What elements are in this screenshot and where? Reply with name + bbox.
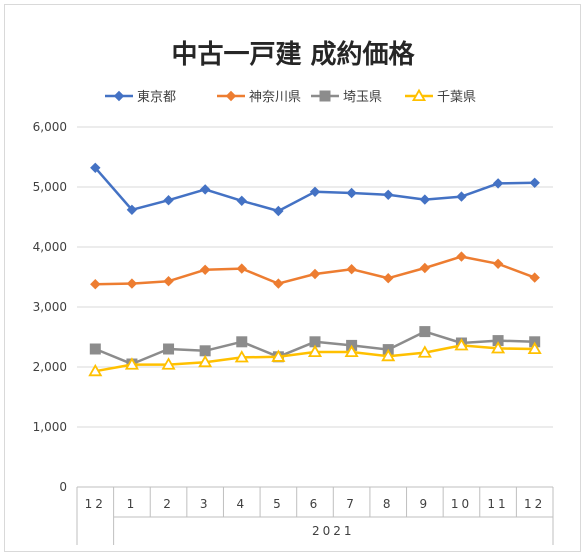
data-point bbox=[198, 354, 213, 368]
data-point bbox=[454, 338, 469, 351]
data-point bbox=[492, 258, 504, 270]
legend-marker bbox=[225, 90, 237, 102]
x-tick-label: 12 bbox=[524, 497, 545, 511]
data-point bbox=[346, 187, 357, 199]
chart-frame: 中古一戸建 成約価格 東京都 神奈川県 埼玉県 千葉県 0 1,000 2,000 3,00… bbox=[4, 4, 581, 552]
data-point bbox=[236, 336, 248, 348]
y-tick-label: 5,000 bbox=[33, 180, 67, 194]
data-point bbox=[529, 272, 540, 283]
grid bbox=[77, 126, 553, 428]
data-point bbox=[271, 349, 286, 362]
legend-label: 埼玉県 bbox=[343, 90, 382, 105]
legend-item-4: 千葉県 bbox=[405, 88, 476, 105]
y-tick-label: 2,000 bbox=[33, 360, 67, 374]
data-point bbox=[492, 178, 504, 189]
data-point bbox=[199, 184, 211, 195]
x-tick-label: 4 bbox=[236, 497, 247, 511]
data-point bbox=[309, 186, 321, 198]
data-point bbox=[273, 205, 284, 217]
data-point bbox=[161, 357, 176, 370]
data-point bbox=[419, 262, 431, 274]
x-tick-label: 1 bbox=[127, 497, 138, 511]
data-point bbox=[419, 194, 431, 205]
line-chart: 中古一戸建 成約価格 東京都 神奈川県 埼玉県 千葉県 0 1,000 2,000 3,00… bbox=[33, 39, 554, 545]
series-4 bbox=[88, 338, 542, 377]
legend-label: 神奈川県 bbox=[249, 90, 301, 105]
data-point bbox=[346, 263, 357, 275]
y-tick-label: 4,000 bbox=[33, 240, 67, 254]
data-point bbox=[88, 363, 103, 377]
legend-item-1: 東京都 bbox=[105, 89, 176, 105]
x-tick-label: 7 bbox=[346, 497, 357, 511]
data-point bbox=[417, 345, 432, 358]
legend-label: 東京都 bbox=[137, 89, 176, 105]
data-point bbox=[527, 341, 542, 355]
x-tick-label: 10 bbox=[451, 497, 472, 511]
x-tick-label: 2 bbox=[163, 497, 174, 511]
data-point bbox=[236, 263, 247, 274]
data-point bbox=[163, 194, 174, 206]
x-tick-label: 12 bbox=[85, 497, 106, 511]
data-point bbox=[163, 343, 175, 355]
x-tick-label: 8 bbox=[383, 497, 394, 511]
chart-title: 中古一戸建 成約価格 bbox=[171, 39, 415, 70]
legend: 東京都 神奈川県 埼玉県 千葉県 bbox=[105, 88, 476, 105]
data-point bbox=[307, 344, 323, 358]
legend-item-3: 埼玉県 bbox=[311, 90, 382, 105]
data-point bbox=[383, 272, 394, 284]
data-point bbox=[419, 326, 431, 338]
y-tick-label: 6,000 bbox=[33, 120, 67, 134]
x-group-label: 2021 bbox=[312, 524, 355, 538]
data-point bbox=[90, 162, 101, 174]
x-tick-label: 6 bbox=[310, 497, 321, 511]
series-1 bbox=[90, 162, 540, 217]
y-tick-label: 1,000 bbox=[33, 420, 67, 434]
data-point bbox=[309, 268, 321, 280]
legend-label: 千葉県 bbox=[437, 90, 476, 105]
data-point bbox=[163, 275, 174, 287]
data-point bbox=[90, 278, 101, 290]
data-point bbox=[491, 341, 506, 354]
x-tick-label: 5 bbox=[273, 497, 284, 511]
data-point bbox=[456, 251, 467, 262]
series-2 bbox=[90, 251, 540, 290]
data-point bbox=[381, 348, 396, 362]
x-tick-label: 3 bbox=[200, 497, 211, 511]
data-point bbox=[344, 344, 359, 358]
data-point bbox=[199, 345, 211, 357]
data-point bbox=[383, 189, 394, 201]
y-tick-label: 3,000 bbox=[33, 300, 67, 314]
x-tick-label: 11 bbox=[487, 497, 508, 511]
data-point bbox=[126, 278, 138, 289]
series-layer bbox=[88, 162, 542, 377]
legend-marker bbox=[113, 90, 125, 102]
data-point bbox=[236, 195, 247, 207]
y-tick-label: 0 bbox=[59, 480, 67, 494]
data-point bbox=[234, 350, 249, 363]
data-point bbox=[456, 191, 467, 202]
data-point bbox=[273, 278, 284, 289]
data-point bbox=[126, 204, 138, 216]
legend-marker bbox=[319, 90, 331, 102]
legend-item-2: 神奈川県 bbox=[217, 90, 301, 105]
data-point bbox=[124, 357, 139, 370]
data-point bbox=[89, 343, 101, 355]
data-point bbox=[529, 177, 540, 189]
x-tick-label: 9 bbox=[420, 497, 431, 511]
legend-marker bbox=[411, 88, 427, 102]
data-point bbox=[199, 264, 211, 276]
